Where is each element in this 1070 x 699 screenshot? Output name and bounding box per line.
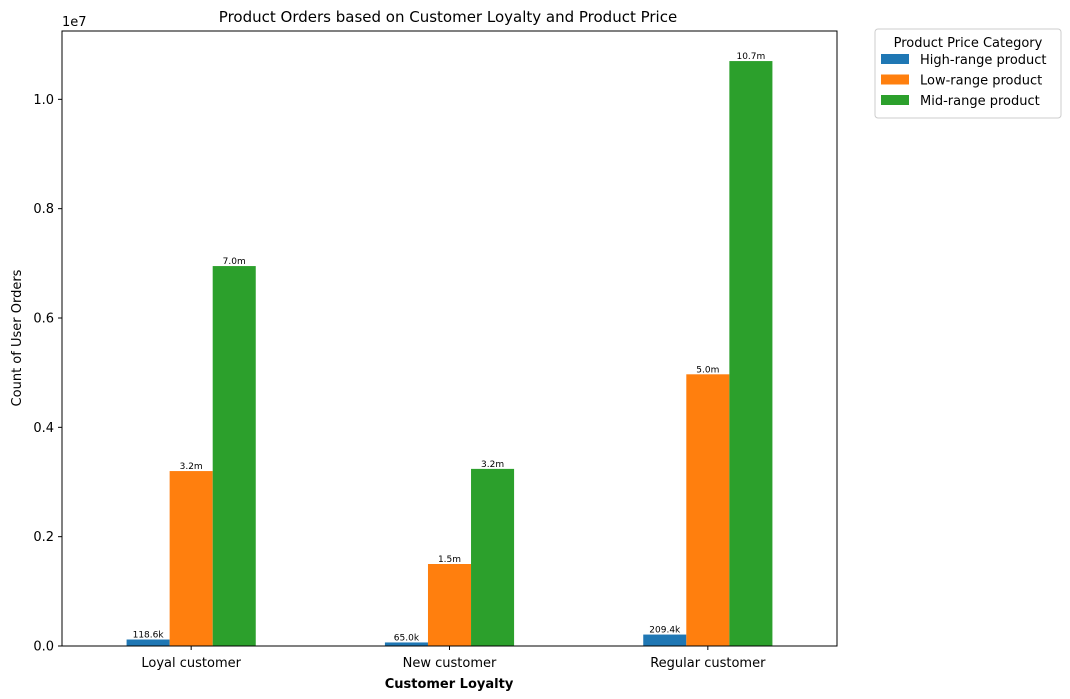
bar-value-label: 5.0m	[696, 365, 719, 375]
legend-swatch	[881, 95, 909, 105]
y-axis: 0.0 0.2 0.4 0.6 0.8 1.0	[33, 93, 62, 655]
legend: Product Price Category High-range produc…	[874, 28, 1062, 119]
chart-title: Product Orders based on Customer Loyalty…	[219, 8, 677, 26]
bar-value-label: 65.0k	[394, 633, 420, 643]
x-tick-label: Regular customer	[650, 656, 766, 671]
legend-entries: High-range product Low-range product Mid-r…	[881, 53, 1047, 109]
bar	[643, 634, 687, 646]
bar-value-label: 3.2m	[481, 460, 504, 470]
bar	[126, 639, 170, 646]
x-axis: Loyal customer New customer Regular custom…	[141, 646, 766, 671]
x-tick-label: New customer	[403, 656, 497, 671]
bar	[729, 61, 773, 647]
bar	[169, 471, 213, 646]
legend-swatch	[881, 54, 909, 64]
legend-title: Product Price Category	[894, 36, 1043, 51]
x-axis-label: Customer Loyalty	[385, 677, 514, 692]
y-tick-label: 0.6	[33, 312, 54, 327]
y-axis-label: Count of User Orders	[10, 269, 25, 406]
x-tick-label: Loyal customer	[141, 656, 241, 671]
y-tick-label: 0.0	[33, 640, 54, 655]
y-tick-label: 0.2	[33, 530, 54, 545]
y-tick-label: 0.8	[33, 202, 54, 217]
bar	[384, 642, 428, 646]
bars	[126, 61, 773, 647]
legend-swatch	[881, 74, 909, 85]
bar-value-label: 10.7m	[736, 52, 765, 62]
y-tick-label: 0.4	[33, 421, 54, 436]
y-tick-label: 1.0	[33, 93, 54, 108]
bar-value-label: 1.5m	[438, 555, 461, 565]
bar-value-label: 7.0m	[223, 257, 246, 267]
bar	[427, 564, 472, 646]
value-labels: 118.6k 65.0k 209.4k 3.2m 1.5m 5.0m 7.0m 3.2m 10.…	[133, 52, 766, 643]
bar-value-label: 118.6k	[133, 631, 165, 641]
bar	[686, 374, 730, 646]
bar-value-label: 209.4k	[649, 626, 681, 636]
bar	[471, 468, 515, 646]
legend-label: Low-range product	[920, 74, 1042, 89]
bar-value-label: 3.2m	[180, 462, 203, 472]
legend-label: Mid-range product	[920, 94, 1040, 109]
legend-label: High-range product	[920, 53, 1047, 68]
legend-frame	[874, 28, 1062, 119]
y-scale-label: 1e7	[62, 15, 87, 30]
bar	[212, 266, 256, 646]
